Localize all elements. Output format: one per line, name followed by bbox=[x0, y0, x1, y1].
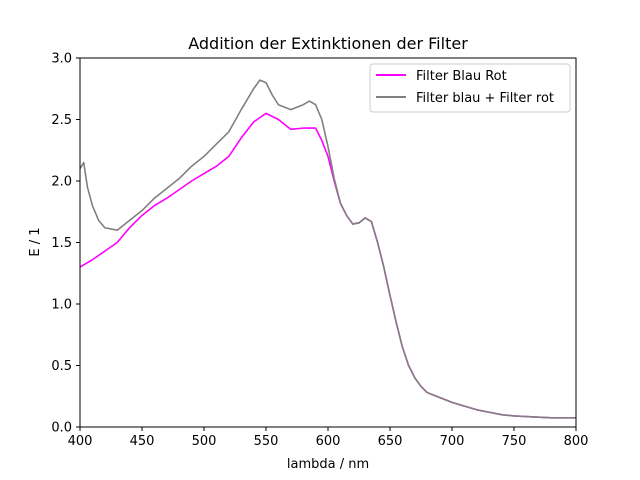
legend-box bbox=[369, 63, 571, 113]
y-tick-label: 2.0 bbox=[51, 175, 72, 190]
y-tick-label: 0.0 bbox=[51, 421, 72, 436]
x-axis-label: lambda / nm bbox=[287, 457, 369, 472]
x-axis: 400 450 500 550 600 650 700 750 800 bbox=[68, 427, 589, 449]
y-tick-label: 1.5 bbox=[51, 236, 72, 251]
x-tick-label: 500 bbox=[192, 434, 217, 449]
legend-label-filter-blau-plus-rot: Filter blau + Filter rot bbox=[416, 91, 554, 106]
x-tick-label: 600 bbox=[316, 434, 341, 449]
x-tick-label: 550 bbox=[254, 434, 279, 449]
y-tick-label: 1.0 bbox=[51, 298, 72, 313]
y-axis: 0.0 0.5 1.0 1.5 2.0 2.5 3.0 bbox=[51, 52, 80, 436]
x-tick-label: 800 bbox=[564, 434, 589, 449]
y-axis-label: E / 1 bbox=[28, 227, 43, 256]
x-tick-label: 650 bbox=[378, 434, 403, 449]
y-tick-label: 2.5 bbox=[51, 113, 72, 128]
series-lines bbox=[79, 79, 576, 419]
x-tick-label: 750 bbox=[502, 434, 527, 449]
x-tick-label: 700 bbox=[440, 434, 465, 449]
y-tick-label: 3.0 bbox=[51, 52, 72, 67]
x-tick-label: 400 bbox=[68, 434, 93, 449]
legend-label-filter-blau-rot: Filter Blau Rot bbox=[416, 69, 507, 84]
chart-title: Addition der Extinktionen der Filter bbox=[188, 34, 468, 53]
y-tick-label: 0.5 bbox=[51, 359, 72, 374]
legend: Filter Blau Rot Filter blau + Filter rot bbox=[369, 63, 571, 113]
x-tick-label: 450 bbox=[130, 434, 155, 449]
series-line-filter-blau-plus-rot bbox=[79, 79, 576, 419]
